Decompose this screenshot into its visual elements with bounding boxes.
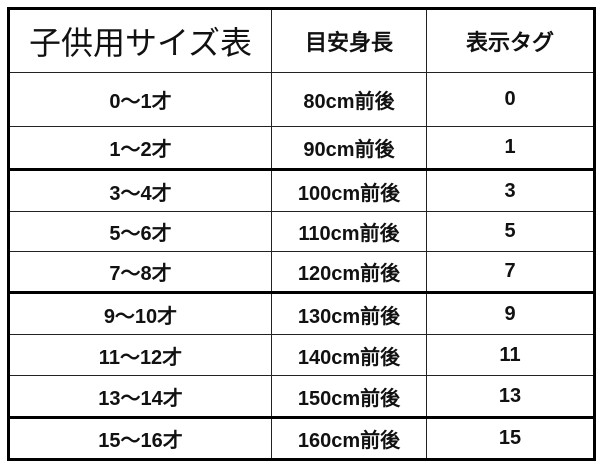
table-title: 子供用サイズ表 <box>8 8 272 73</box>
height-cell: 80cm前後 <box>271 72 427 127</box>
tag-cell: 0 <box>426 72 595 127</box>
age-cell: 3～4才 <box>8 168 272 212</box>
tag-cell: 15 <box>426 416 595 460</box>
table-row: 13～14才 150cm前後 13 <box>8 375 595 418</box>
age-cell: 0～1才 <box>8 72 272 127</box>
tag-cell: 7 <box>426 251 595 293</box>
tag-cell: 5 <box>426 211 595 252</box>
height-cell: 130cm前後 <box>271 291 427 335</box>
table-row: 11～12才 140cm前後 11 <box>8 334 595 376</box>
header-row: 子供用サイズ表 目安身長 表示タグ <box>8 8 595 73</box>
age-cell: 5～6才 <box>8 211 272 252</box>
table-row: 0～1才 80cm前後 0 <box>8 72 595 127</box>
table-row: 7～8才 120cm前後 7 <box>8 251 595 293</box>
age-cell: 15～16才 <box>8 416 272 460</box>
tag-cell: 1 <box>426 126 595 170</box>
height-cell: 110cm前後 <box>271 211 427 252</box>
table-row: 1～2才 90cm前後 1 <box>8 126 595 170</box>
age-cell: 1～2才 <box>8 126 272 170</box>
height-cell: 160cm前後 <box>271 416 427 460</box>
height-cell: 120cm前後 <box>271 251 427 293</box>
tag-cell: 13 <box>426 375 595 418</box>
header-tag: 表示タグ <box>426 8 595 73</box>
header-height: 目安身長 <box>271 8 427 73</box>
age-cell: 7～8才 <box>8 251 272 293</box>
tag-cell: 9 <box>426 291 595 335</box>
table-row: 3～4才 100cm前後 3 <box>8 168 595 212</box>
table-row: 5～6才 110cm前後 5 <box>8 211 595 252</box>
table-row: 15～16才 160cm前後 15 <box>8 416 595 460</box>
tag-cell: 3 <box>426 168 595 212</box>
age-cell: 11～12才 <box>8 334 272 376</box>
height-cell: 150cm前後 <box>271 375 427 418</box>
age-cell: 9～10才 <box>8 291 272 335</box>
height-cell: 90cm前後 <box>271 126 427 170</box>
size-table: 子供用サイズ表 目安身長 表示タグ 0～1才 80cm前後 0 1～2才 90cm前後 1… <box>7 7 596 461</box>
height-cell: 140cm前後 <box>271 334 427 376</box>
age-cell: 13～14才 <box>8 375 272 418</box>
tag-cell: 11 <box>426 334 595 376</box>
height-cell: 100cm前後 <box>271 168 427 212</box>
table-row: 9～10才 130cm前後 9 <box>8 291 595 335</box>
